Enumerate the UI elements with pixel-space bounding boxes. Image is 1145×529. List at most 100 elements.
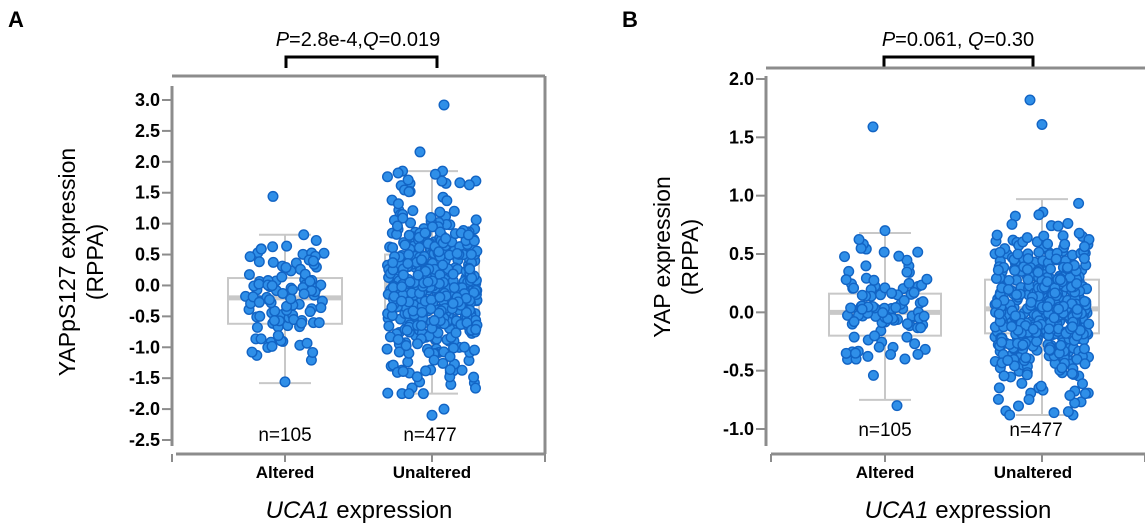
outlier-point <box>438 403 450 415</box>
data-point <box>1073 227 1085 239</box>
data-point <box>1021 263 1033 275</box>
data-point <box>1033 209 1045 221</box>
panel-b-x-axis-gene: UCA1 <box>865 497 929 524</box>
panel-a: A P=2.8e-4,Q=0.019 3.0 2.5 2.0 1.5 1.0 0.5 0.0… <box>8 7 547 524</box>
panel-a-count-altered: n=105 <box>258 425 311 446</box>
data-point <box>456 364 468 376</box>
outlier-point <box>1036 118 1048 130</box>
data-point <box>1043 323 1055 335</box>
data-point <box>915 322 927 334</box>
panel-b-count-altered: n=105 <box>858 420 911 441</box>
data-point <box>1032 266 1044 278</box>
data-point <box>396 281 408 293</box>
data-point <box>403 229 415 241</box>
data-point <box>266 280 278 292</box>
panel-b-x-axis-label: UCA1 expression <box>865 497 1052 524</box>
data-point <box>276 271 288 283</box>
y-tick-label: 2.0 <box>135 152 160 172</box>
panel-b-y-ticks: 2.0 1.5 1.0 0.5 0.0 -0.5 -1.0 <box>723 69 766 439</box>
panel-b-points <box>839 94 1095 421</box>
data-point <box>470 214 482 226</box>
data-point <box>991 229 1003 241</box>
panel-b-significance-text: P=0.061, Q=0.30 <box>882 29 1034 51</box>
data-point <box>383 320 395 332</box>
data-point <box>848 282 860 294</box>
panel-b-p-label: P <box>882 29 896 51</box>
data-point <box>1011 289 1023 301</box>
data-point <box>873 341 885 353</box>
data-point <box>267 241 279 253</box>
data-point <box>253 278 265 290</box>
data-point <box>400 340 412 352</box>
data-point <box>463 229 475 241</box>
data-point <box>1076 378 1088 390</box>
data-point <box>433 307 445 319</box>
data-point <box>839 251 851 263</box>
data-point <box>425 212 437 224</box>
data-point <box>407 305 419 317</box>
data-point <box>903 277 915 289</box>
y-tick-label: 0.5 <box>135 245 160 265</box>
outlier-point <box>414 146 426 158</box>
data-point <box>460 306 472 318</box>
data-point <box>1066 368 1078 380</box>
data-point <box>848 331 860 343</box>
data-point <box>441 195 453 207</box>
data-point <box>992 393 1004 405</box>
data-point <box>399 239 411 251</box>
data-point <box>1041 276 1053 288</box>
data-point <box>912 348 924 360</box>
data-point <box>466 272 478 284</box>
outlier-point <box>279 376 291 388</box>
panel-a-category-altered: Altered <box>256 463 315 482</box>
data-point <box>246 346 258 358</box>
data-point <box>403 388 415 400</box>
data-point <box>444 364 456 376</box>
data-point <box>840 274 852 286</box>
data-point <box>402 258 414 270</box>
data-point <box>1012 400 1024 412</box>
data-point <box>267 256 279 268</box>
data-point <box>464 263 476 275</box>
y-tick-label: 2.0 <box>729 69 754 89</box>
data-point <box>468 371 480 383</box>
outlier-point <box>426 409 438 421</box>
data-point <box>909 338 921 350</box>
data-point <box>1027 323 1039 335</box>
data-point <box>877 307 889 319</box>
data-point <box>1021 232 1033 244</box>
data-point <box>444 351 456 363</box>
data-point <box>1031 335 1043 347</box>
panel-b-x-ticks <box>770 454 1145 462</box>
data-point <box>1071 278 1083 290</box>
data-point <box>277 287 289 299</box>
y-tick-label: 2.5 <box>135 121 160 141</box>
data-point <box>393 346 405 358</box>
data-point <box>845 302 857 314</box>
data-point <box>405 217 417 229</box>
data-point <box>1016 377 1028 389</box>
panel-a-label: A <box>8 7 24 32</box>
panel-b-count-unaltered: n=477 <box>1009 420 1062 441</box>
data-point <box>1004 409 1016 421</box>
data-point <box>899 353 911 365</box>
data-point <box>463 179 475 191</box>
data-point <box>415 320 427 332</box>
data-point <box>450 327 462 339</box>
data-point <box>885 348 897 360</box>
data-point <box>381 171 393 183</box>
data-point <box>266 340 278 352</box>
data-point <box>1056 362 1068 374</box>
data-point <box>429 168 441 180</box>
data-point <box>855 242 867 254</box>
data-point <box>301 337 313 349</box>
panel-a-significance-text: P=2.8e-4,Q=0.019 <box>276 29 441 51</box>
data-point <box>386 301 398 313</box>
data-point <box>392 198 404 210</box>
data-point <box>382 387 394 399</box>
data-point <box>468 344 480 356</box>
outlier-point <box>267 190 279 202</box>
outlier-point <box>1024 94 1036 106</box>
panel-b: B P=0.061, Q=0.30 2.0 1.5 1.0 0.5 0.0 -0.5 -1.… <box>622 7 1145 524</box>
